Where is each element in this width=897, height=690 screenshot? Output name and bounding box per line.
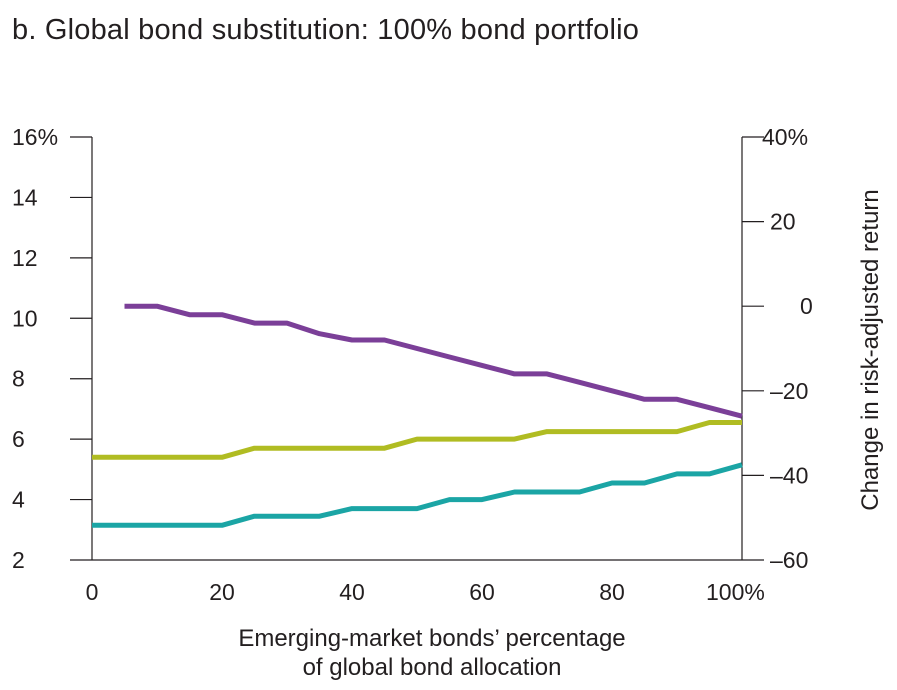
left-tick-label: 16%	[12, 124, 58, 150]
tick-labels: 2 4 6 8 10 12 14 16% –60 –40 –20 0 20 40% 0 20 40 60 80 100…	[12, 124, 884, 681]
series-layer	[92, 306, 742, 525]
left-tick-label: 2	[12, 547, 25, 573]
x-tick-label: 60	[469, 579, 495, 605]
x-tick-label: 40	[339, 579, 365, 605]
series-line-3	[92, 465, 742, 526]
right-axis-title: Change in risk-adjusted return	[857, 189, 884, 511]
left-tick-label: 12	[12, 245, 38, 271]
right-tick-label: –20	[770, 378, 808, 404]
right-tick-label: –40	[770, 462, 808, 488]
right-tick-label: 20	[770, 209, 796, 235]
line-chart: 2 4 6 8 10 12 14 16% –60 –40 –20 0 20 40% 0 20 40 60 80 100…	[0, 0, 897, 690]
x-tick-label: 100%	[706, 579, 765, 605]
x-tick-label: 80	[599, 579, 625, 605]
series-line-2	[92, 423, 742, 458]
right-tick-label: –60	[770, 547, 808, 573]
left-tick-label: 14	[12, 184, 38, 210]
left-tick-label: 8	[12, 366, 25, 392]
left-tick-label: 4	[12, 487, 25, 513]
x-axis-title-line: Emerging-market bonds’ percentage	[238, 625, 625, 652]
right-tick-label: 0	[800, 293, 813, 319]
x-axis-title-line: of global bond allocation	[303, 654, 562, 681]
x-tick-label: 0	[86, 579, 99, 605]
left-tick-label: 10	[12, 305, 38, 331]
left-tick-label: 6	[12, 426, 25, 452]
right-tick-label: 40%	[762, 124, 808, 150]
series-line-1	[125, 306, 743, 416]
x-tick-label: 20	[209, 579, 235, 605]
